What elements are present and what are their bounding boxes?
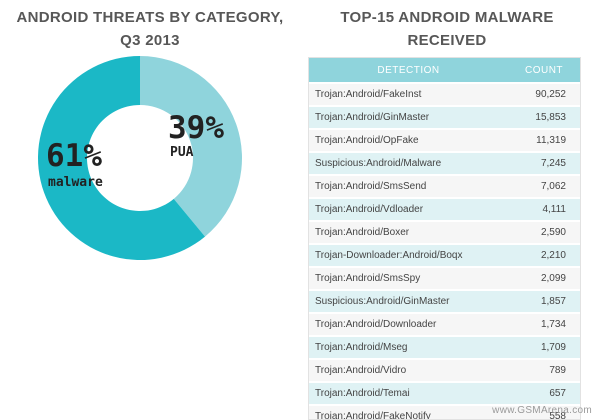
table-row: Trojan:Android/Vidro 789: [309, 358, 580, 382]
table-row: Trojan:Android/Downloader 1,734: [309, 312, 580, 336]
threat-category-donut: [37, 56, 242, 260]
detection-cell: Trojan:Android/Temai: [309, 381, 508, 405]
count-cell: 1,709: [508, 335, 580, 359]
detection-cell: Trojan:Android/SmsSend: [309, 174, 508, 198]
column-header-count: COUNT: [508, 58, 580, 83]
count-cell: 11,319: [508, 128, 580, 152]
detection-cell: Suspicious:Android/Malware: [309, 151, 508, 175]
donut-chart-title-line-2: Q3 2013: [120, 32, 180, 49]
column-header-detection: DETECTION: [309, 58, 508, 83]
table-row: Trojan:Android/OpFake 11,319: [309, 128, 580, 152]
malware-category-label: malware: [48, 175, 103, 190]
detection-cell: Trojan:Android/OpFake: [309, 128, 508, 152]
count-cell: 2,210: [508, 243, 580, 267]
table-row: Trojan:Android/Vdloader 4,111: [309, 197, 580, 221]
table-row: Trojan:Android/Boxer 2,590: [309, 220, 580, 244]
count-cell: 558: [508, 404, 580, 419]
malware-table: DETECTION COUNT Trojan:Android/FakeInst 9…: [309, 58, 580, 419]
count-cell: 7,245: [508, 151, 580, 175]
detection-cell: Suspicious:Android/GinMaster: [309, 289, 508, 313]
table-row: Trojan:Android/FakeNotify 558: [309, 404, 580, 419]
detection-cell: Trojan:Android/SmsSpy: [309, 266, 508, 290]
count-cell: 7,062: [508, 174, 580, 198]
count-cell: 4,111: [508, 197, 580, 221]
malware-table-panel: DETECTION COUNT Trojan:Android/FakeInst 9…: [308, 57, 581, 420]
watermark: www.GSMArena.com: [492, 405, 592, 416]
detection-cell: Trojan:Android/Vidro: [309, 358, 508, 382]
count-cell: 15,853: [508, 105, 580, 129]
table-row: Suspicious:Android/Malware 7,245: [309, 151, 580, 175]
detection-cell: Trojan-Downloader:Android/Boqx: [309, 243, 508, 267]
detection-cell: Trojan:Android/Mseg: [309, 335, 508, 359]
detection-cell: Trojan:Android/Downloader: [309, 312, 508, 336]
table-row: Trojan:Android/Mseg 1,709: [309, 335, 580, 359]
detection-cell: Trojan:Android/Boxer: [309, 220, 508, 244]
table-header-row: DETECTION COUNT: [309, 58, 580, 83]
detection-cell: Trojan:Android/FakeInst: [309, 82, 508, 106]
count-cell: 657: [508, 381, 580, 405]
count-cell: 90,252: [508, 82, 580, 106]
count-cell: 789: [508, 358, 580, 382]
detection-cell: Trojan:Android/FakeNotify: [309, 404, 508, 419]
table-row: Trojan:Android/FakeInst 90,252: [309, 82, 580, 106]
table-row: Trojan-Downloader:Android/Boqx 2,210: [309, 243, 580, 267]
count-cell: 2,590: [508, 220, 580, 244]
table-row: Trojan:Android/SmsSpy 2,099: [309, 266, 580, 290]
table-row: Suspicious:Android/GinMaster 1,857: [309, 289, 580, 313]
pua-percent-label: 39%: [168, 110, 224, 146]
count-cell: 2,099: [508, 266, 580, 290]
table-row: Trojan:Android/Temai 657: [309, 381, 580, 405]
table-row: Trojan:Android/GinMaster 15,853: [309, 105, 580, 129]
count-cell: 1,734: [508, 312, 580, 336]
table-row: Trojan:Android/SmsSend 7,062: [309, 174, 580, 198]
pua-category-label: PUA: [170, 145, 194, 160]
donut-slice-pua: [140, 56, 242, 237]
malware-percent-label: 61%: [46, 138, 102, 174]
table-body: Trojan:Android/FakeInst 90,252 Trojan:Andr…: [309, 82, 580, 419]
detection-cell: Trojan:Android/Vdloader: [309, 197, 508, 221]
donut-slice-malware: [37, 56, 206, 260]
count-cell: 1,857: [508, 289, 580, 313]
malware-table-title-line-1: TOP-15 ANDROID MALWARE RECEIVED: [340, 9, 554, 49]
detection-cell: Trojan:Android/GinMaster: [309, 105, 508, 129]
donut-chart-title: ANDROID THREATS BY CATEGORY, Q3 2013: [10, 6, 290, 52]
donut-chart-title-line-1: ANDROID THREATS BY CATEGORY,: [16, 9, 284, 26]
